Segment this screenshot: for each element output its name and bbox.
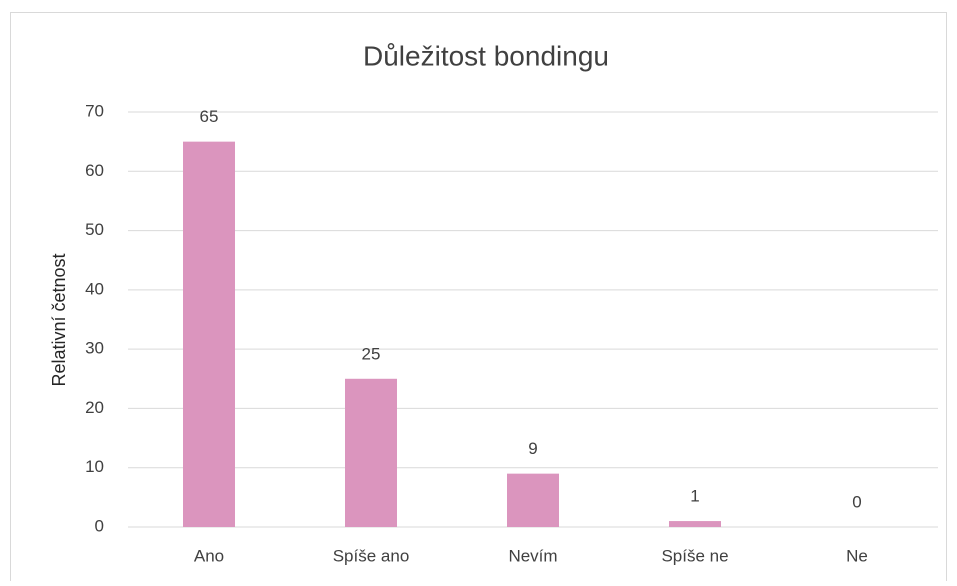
y-tick-label: 40 (85, 279, 104, 298)
bar (507, 473, 559, 527)
data-label: 25 (362, 344, 381, 363)
chart-title: Důležitost bondingu (363, 40, 609, 71)
data-label: 1 (690, 487, 699, 506)
y-tick-label: 10 (85, 457, 104, 476)
x-tick-label: Ano (194, 546, 224, 565)
y-axis-label: Relativní četnost (49, 253, 69, 386)
y-tick-label: 30 (85, 339, 104, 358)
bar (669, 521, 721, 527)
data-label: 9 (528, 439, 537, 458)
x-tick-label: Nevím (508, 546, 557, 565)
data-label: 0 (852, 492, 861, 511)
x-tick-label: Spíše ne (661, 546, 728, 565)
chart-frame (10, 12, 947, 586)
data-label: 65 (200, 107, 219, 126)
bar (183, 141, 235, 527)
y-tick-label: 20 (85, 398, 104, 417)
y-tick-label: 50 (85, 220, 104, 239)
y-tick-label: 70 (85, 101, 104, 120)
x-tick-label: Spíše ano (333, 546, 410, 565)
y-tick-label: 0 (95, 516, 104, 535)
x-tick-label: Ne (846, 546, 868, 565)
y-tick-label: 60 (85, 161, 104, 180)
bar (345, 378, 397, 527)
